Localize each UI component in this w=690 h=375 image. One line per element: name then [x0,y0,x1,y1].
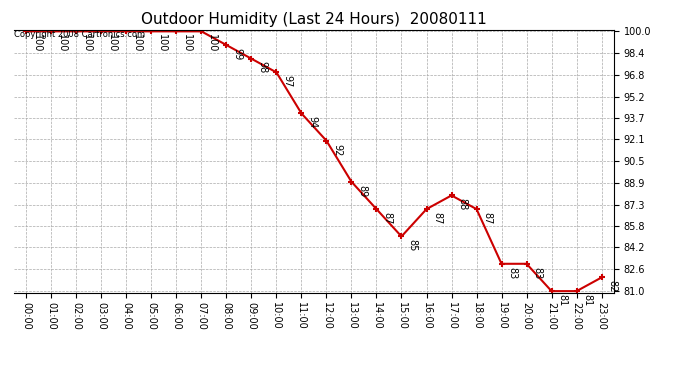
Text: 87: 87 [482,212,492,224]
Text: 92: 92 [332,144,342,156]
Text: 83: 83 [507,267,517,279]
Text: 100: 100 [57,34,67,53]
Title: Outdoor Humidity (Last 24 Hours)  20080111: Outdoor Humidity (Last 24 Hours) 2008011… [141,12,487,27]
Text: 82: 82 [607,280,617,292]
Text: 83: 83 [532,267,542,279]
Text: Copyright 2008 Cartronics.com: Copyright 2008 Cartronics.com [14,30,145,39]
Text: 100: 100 [157,34,167,53]
Text: 100: 100 [32,34,42,53]
Text: 100: 100 [132,34,142,53]
Text: 81: 81 [582,294,592,306]
Text: 89: 89 [357,184,367,197]
Text: 87: 87 [432,212,442,224]
Text: 100: 100 [207,34,217,53]
Text: 98: 98 [257,62,267,74]
Text: 81: 81 [557,294,567,306]
Text: 94: 94 [307,116,317,128]
Text: 100: 100 [107,34,117,53]
Text: 85: 85 [407,239,417,252]
Text: 100: 100 [182,34,192,53]
Text: 88: 88 [457,198,467,210]
Text: 100: 100 [82,34,92,53]
Text: 87: 87 [382,212,392,224]
Text: 97: 97 [282,75,292,87]
Text: 99: 99 [232,48,242,60]
